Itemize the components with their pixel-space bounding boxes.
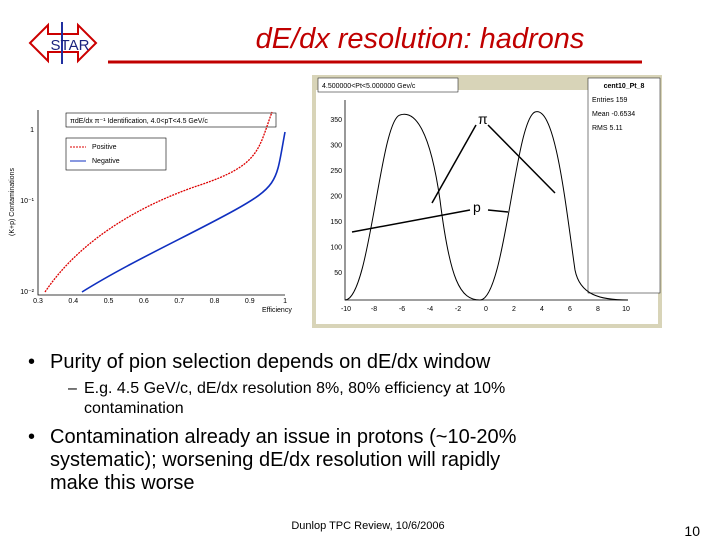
- positive-curve: [44, 111, 273, 293]
- left-plot: πdE/dx π⁻¹ Identification, 4.0<pT<4.5 Ge…: [8, 100, 300, 318]
- stat: RMS 5.11: [592, 125, 623, 132]
- y-tick-label: 250: [330, 168, 342, 175]
- stats-title: cent10_Pt_8: [604, 83, 645, 90]
- x-tick-label: -2: [455, 306, 461, 313]
- legend-label: Negative: [92, 158, 120, 165]
- x-tick-label: 4: [540, 306, 544, 313]
- x-tick-label: 8: [596, 306, 600, 313]
- y-tick-label: 1: [30, 127, 34, 134]
- x-tick-label: -8: [371, 306, 377, 313]
- plot-title-box: [317, 77, 459, 93]
- bullets: • Purity of pion selection depends on dE…: [28, 351, 517, 494]
- dash: –: [68, 380, 77, 397]
- plot-title-box: [65, 112, 277, 128]
- y-tick-label: 200: [330, 194, 342, 201]
- y-tick-label: 100: [330, 245, 342, 252]
- x-tick-label: 0.8: [210, 298, 220, 305]
- plot-title: πdE/dx π⁻¹ Identification, 4.0<pT<4.5 Ge…: [70, 118, 208, 125]
- bullet-dot: •: [28, 351, 35, 373]
- x-tick-label: -4: [427, 306, 433, 313]
- stat: Mean -0.6534: [592, 111, 635, 118]
- footer: Dunlop TPC Review, 10/6/2006: [291, 520, 444, 532]
- bullet-text: Contamination already an issue in proton…: [50, 426, 517, 448]
- x-tick-label: 0.6: [139, 298, 149, 305]
- bullet-text: systematic); worsening dE/dx resolution …: [50, 449, 500, 471]
- x-tick-label: -6: [399, 306, 405, 313]
- right-plot: 4.500000<Pt<5.000000 Gev/c cent10_Pt_8 E…: [312, 75, 662, 328]
- x-tick-label: 0.4: [68, 298, 78, 305]
- x-tick-label: 10: [622, 306, 630, 313]
- arrows: [351, 124, 556, 233]
- proton-label: p: [473, 199, 481, 215]
- bullet-dot: •: [28, 426, 35, 448]
- bullet-text: Purity of pion selection depends on dE/d…: [50, 351, 491, 373]
- stats-box: [587, 77, 661, 294]
- x-tick-label: 6: [568, 306, 572, 313]
- logo-text: STAR: [51, 37, 90, 54]
- x-tick-label: 2: [512, 306, 516, 313]
- axes: [37, 110, 285, 296]
- y-tick-label: 50: [334, 270, 342, 277]
- histogram: [344, 111, 629, 301]
- y-axis-label: (K+p) Contaminations: [9, 168, 16, 236]
- plot-title: 4.500000<Pt<5.000000 Gev/c: [322, 83, 416, 90]
- y-tick-label: 10⁻²: [20, 289, 34, 296]
- x-tick-label: 0.3: [33, 298, 43, 305]
- x-tick-label: 0.5: [104, 298, 114, 305]
- page-number: 10: [684, 523, 700, 539]
- sub-bullet-text: E.g. 4.5 GeV/c, dE/dx resolution 8%, 80%…: [84, 380, 505, 397]
- x-tick-label: -10: [341, 306, 351, 313]
- slide-title: dE/dx resolution: hadrons: [256, 23, 585, 55]
- bullet-text: make this worse: [50, 472, 195, 494]
- y-tick-label: 150: [330, 219, 342, 226]
- legend-label: Positive: [92, 144, 117, 151]
- y-tick-label: 350: [330, 117, 342, 124]
- logo-arrow: [28, 22, 98, 64]
- logo: STAR: [28, 22, 98, 64]
- x-tick-label: 1: [283, 298, 287, 305]
- x-tick-label: 0.9: [245, 298, 255, 305]
- x-axis-label: Efficiency: [262, 307, 292, 314]
- negative-curve: [81, 131, 286, 293]
- x-tick-label: 0: [484, 306, 488, 313]
- x-tick-label: 0.7: [174, 298, 184, 305]
- stat: Entries 159: [592, 97, 628, 104]
- y-tick-label: 300: [330, 143, 342, 150]
- pion-label: π: [478, 111, 488, 127]
- legend-box: [65, 137, 167, 171]
- y-tick-label: 10⁻¹: [20, 198, 34, 205]
- plot-bg: [8, 100, 300, 318]
- sub-bullet-text: contamination: [84, 400, 184, 417]
